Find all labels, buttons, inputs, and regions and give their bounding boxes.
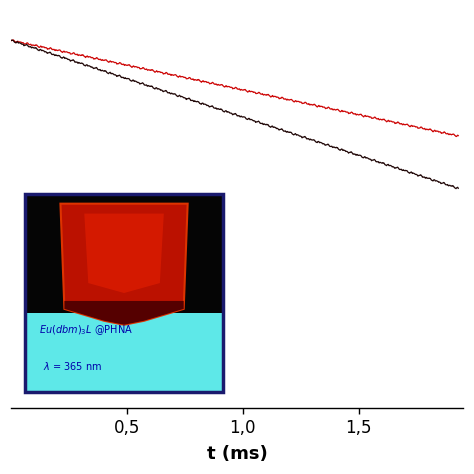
X-axis label: t (ms): t (ms) (207, 445, 267, 463)
